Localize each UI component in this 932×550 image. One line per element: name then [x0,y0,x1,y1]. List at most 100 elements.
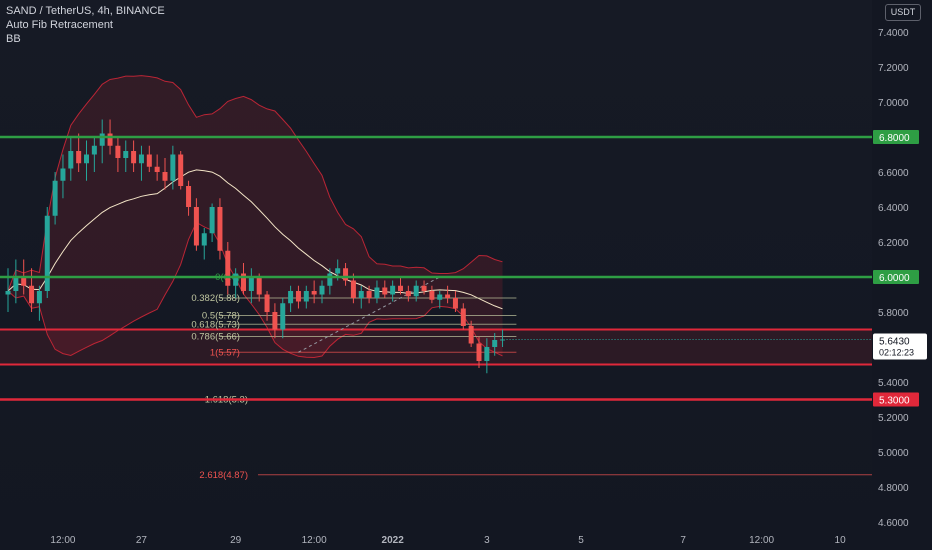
candle[interactable] [138,145,144,181]
candle[interactable] [131,140,137,173]
price-tick-label: 4.8000 [878,483,909,494]
candle[interactable] [382,280,388,299]
level-price-tag[interactable]: 6.8000 [873,130,919,144]
time-tick-label: 27 [136,535,148,546]
time-tick-label: 2022 [382,535,405,546]
candle[interactable] [36,285,42,321]
indicator-fib-label[interactable]: Auto Fib Retracement [6,19,113,31]
candle[interactable] [241,263,246,295]
candle[interactable] [178,151,184,190]
candle[interactable] [123,140,129,173]
level-price-text: 5.3000 [879,396,910,407]
candle[interactable] [280,298,286,339]
candle[interactable] [374,280,380,304]
candle[interactable] [146,145,152,172]
level-price-tag[interactable]: 6.0000 [873,270,919,284]
level-price-text: 6.8000 [879,133,910,144]
price-tick-label: 7.0000 [878,98,909,109]
current-price-text: 5.6430 [879,336,910,347]
price-tick-label: 5.2000 [878,413,909,424]
candle[interactable] [492,333,498,356]
fib-level-label: 0.618(5.73) [191,319,240,330]
candle[interactable] [201,228,207,260]
candle[interactable] [154,154,160,181]
currency-badge[interactable]: USDT [885,4,921,21]
candle[interactable] [76,133,82,173]
time-tick-label: 7 [680,535,686,546]
price-tick-label: 5.0000 [878,448,909,459]
time-tick-label: 12:00 [749,535,774,546]
candle[interactable] [162,158,168,190]
candle[interactable] [288,285,294,312]
candle[interactable] [193,198,199,251]
candle[interactable] [452,291,458,312]
candle[interactable] [217,198,223,260]
bb-band-fill [8,75,503,358]
fib-level-label: 0.382(5.88) [191,293,240,304]
candle[interactable] [350,273,356,304]
red-zone-fill [0,329,872,365]
candle[interactable] [429,285,435,304]
candle[interactable] [295,285,301,309]
fib-level-label: 2.618(4.87) [199,470,248,481]
price-tick-label: 7.2000 [878,63,909,74]
candle[interactable] [99,119,105,164]
candle[interactable] [209,203,215,243]
candle[interactable] [91,137,97,172]
level-price-text: 6.0000 [879,273,910,284]
bb-basis-line[interactable] [7,169,503,310]
price-tick-label: 5.4000 [878,378,909,389]
time-axis-panel[interactable] [0,528,872,550]
candle[interactable] [445,285,451,304]
candle[interactable] [366,285,372,304]
candle[interactable] [421,280,427,295]
candle[interactable] [484,338,490,374]
candle[interactable] [303,285,309,309]
candle[interactable] [413,280,419,302]
candle[interactable] [327,268,333,295]
bb-lower-line[interactable] [7,221,503,359]
candle[interactable] [186,180,192,216]
time-tick-label: 10 [835,535,847,546]
candle[interactable] [319,280,325,304]
indicator-bb-label[interactable]: BB [6,33,21,45]
candle[interactable] [29,268,35,312]
price-tick-label: 7.4000 [878,28,909,39]
candle[interactable] [437,291,443,309]
candle[interactable] [5,268,11,312]
time-tick-label: 12:00 [302,535,327,546]
candle[interactable] [343,263,349,286]
level-price-tag[interactable]: 5.3000 [873,392,919,407]
candle[interactable] [68,137,74,181]
symbol-title[interactable]: SAND / TetherUS, 4h, BINANCE [6,5,165,17]
candle[interactable] [170,145,176,190]
candle[interactable] [60,154,66,199]
candle[interactable] [358,285,364,309]
candle[interactable] [84,140,89,181]
candle[interactable] [311,280,317,304]
candle[interactable] [272,303,278,339]
candle[interactable] [233,268,239,298]
bb-upper-line[interactable] [7,75,503,292]
candle[interactable] [115,137,121,172]
countdown-text: 02:12:23 [879,347,914,357]
candle[interactable] [500,329,506,348]
candle[interactable] [476,336,482,369]
candle[interactable] [52,172,58,225]
candle[interactable] [405,285,411,302]
candle[interactable] [44,207,50,298]
candle[interactable] [13,259,19,304]
candle[interactable] [398,277,403,295]
candle[interactable] [460,303,466,330]
time-tick-label: 29 [230,535,242,546]
candle[interactable] [264,291,270,321]
candle[interactable] [225,242,231,295]
time-tick-label: 12:00 [50,535,75,546]
candle[interactable] [248,268,254,304]
candle[interactable] [390,280,396,302]
candle[interactable] [468,320,474,347]
fib-level-label: 1(5.57) [210,347,240,358]
